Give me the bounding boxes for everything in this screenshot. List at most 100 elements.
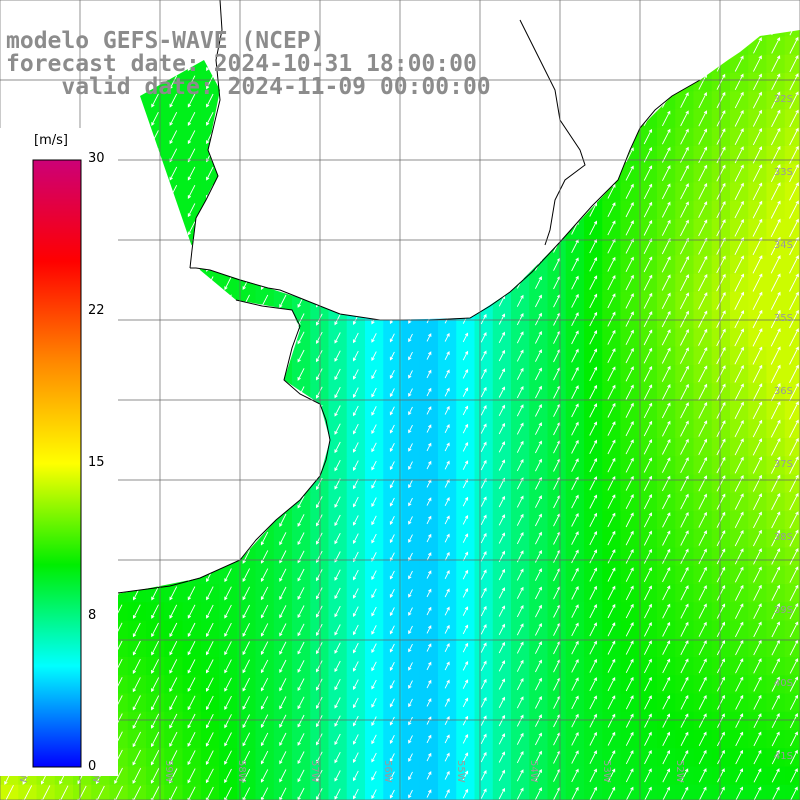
wind-arrow — [408, 443, 413, 452]
wind-arrow — [643, 201, 653, 218]
wind-arrow — [735, 731, 744, 747]
wind-arrow — [698, 310, 708, 328]
wind-arrow — [680, 749, 689, 765]
wind-arrow — [224, 786, 232, 800]
wind-arrow — [534, 513, 542, 527]
wind-arrow — [426, 497, 432, 506]
wind-arrow — [752, 73, 762, 91]
wind-arrow — [716, 401, 726, 419]
wind-arrow — [589, 384, 598, 400]
wind-arrow — [643, 311, 653, 328]
wind-arrow — [734, 584, 744, 601]
wind-arrow — [316, 587, 323, 600]
wind-arrow — [753, 621, 762, 638]
wind-arrow — [716, 219, 726, 237]
wind-arrow — [260, 677, 269, 692]
wind-arrow — [242, 768, 251, 783]
wind-arrow — [444, 551, 450, 561]
wind-arrow — [698, 182, 708, 200]
colorbar-tick-label: 8 — [88, 608, 97, 623]
wind-arrow — [771, 474, 781, 492]
wind-arrow — [444, 789, 450, 799]
wind-arrow — [187, 75, 196, 90]
wind-arrow — [389, 515, 395, 525]
wind-arrow — [408, 662, 413, 671]
wind-arrow — [607, 384, 616, 400]
wind-arrow — [426, 789, 432, 798]
wind-arrow — [661, 402, 671, 419]
wind-arrow — [444, 752, 450, 762]
wind-arrow — [426, 442, 432, 452]
wind-arrow — [132, 695, 141, 711]
wind-arrow — [498, 587, 506, 599]
wind-arrow — [169, 130, 178, 145]
wind-cell — [784, 328, 800, 348]
wind-arrow — [297, 641, 305, 655]
wind-arrow — [480, 660, 487, 672]
wind-arrow — [408, 461, 413, 470]
wind-arrow — [716, 493, 726, 510]
wind-arrow — [698, 365, 708, 383]
wind-arrow — [753, 694, 762, 710]
wind-arrow — [752, 109, 762, 127]
wind-arrow — [534, 403, 542, 417]
wind-arrow — [444, 515, 450, 525]
wind-arrow — [625, 640, 634, 655]
wind-arrow — [661, 438, 671, 455]
wind-arrow — [571, 494, 579, 509]
wind-arrow — [187, 203, 196, 218]
wind-arrow — [371, 442, 377, 453]
wind-arrow — [534, 586, 542, 600]
wind-arrow — [371, 515, 377, 526]
wind-arrow — [516, 696, 524, 709]
wind-arrow — [734, 493, 744, 510]
wind-arrow — [770, 419, 781, 438]
wind-arrow — [770, 437, 781, 456]
wind-arrow — [444, 734, 450, 744]
wind-arrow — [169, 731, 178, 747]
wind-arrow — [698, 328, 708, 346]
wind-arrow — [734, 328, 744, 347]
wind-arrow — [625, 676, 634, 692]
wind-arrow — [334, 751, 341, 764]
wind-arrow — [426, 424, 432, 433]
wind-arrow — [169, 713, 178, 729]
wind-arrow — [789, 346, 799, 365]
wind-arrow — [662, 621, 671, 637]
wind-arrow — [789, 566, 799, 583]
wind-arrow — [716, 164, 726, 182]
wind-arrow — [716, 91, 726, 109]
wind-arrow — [260, 696, 269, 710]
wind-arrow — [444, 533, 450, 543]
wind-arrow — [789, 309, 799, 329]
wind-arrow — [789, 602, 799, 620]
wind-arrow — [389, 497, 395, 507]
wind-arrow — [662, 640, 671, 655]
wind-arrow — [643, 402, 653, 419]
wind-arrow — [480, 332, 487, 343]
wind-arrow — [316, 788, 323, 800]
wind-arrow — [444, 351, 450, 361]
wind-arrow — [625, 713, 634, 728]
wind-arrow — [752, 127, 763, 146]
wind-arrow — [334, 605, 341, 618]
model-name: modelo GEFS-WAVE (NCEP) — [6, 28, 325, 54]
wind-arrow — [589, 476, 598, 491]
wind-arrow — [571, 403, 579, 418]
wind-arrow — [462, 715, 469, 726]
wind-arrow — [625, 347, 634, 364]
wind-arrow — [297, 733, 305, 746]
wind-arrow — [297, 605, 305, 619]
wind-arrow — [224, 768, 232, 784]
wind-arrow — [716, 639, 726, 656]
wind-arrow — [480, 532, 487, 544]
wind-arrow — [643, 183, 653, 200]
colorbar — [0, 128, 118, 776]
wind-cell — [784, 401, 800, 421]
wind-arrow — [789, 55, 799, 73]
wind-arrow — [242, 622, 251, 637]
wind-arrow — [132, 640, 141, 656]
wind-arrow — [752, 474, 762, 492]
wind-arrow — [662, 749, 671, 765]
wind-arrow — [679, 365, 689, 383]
